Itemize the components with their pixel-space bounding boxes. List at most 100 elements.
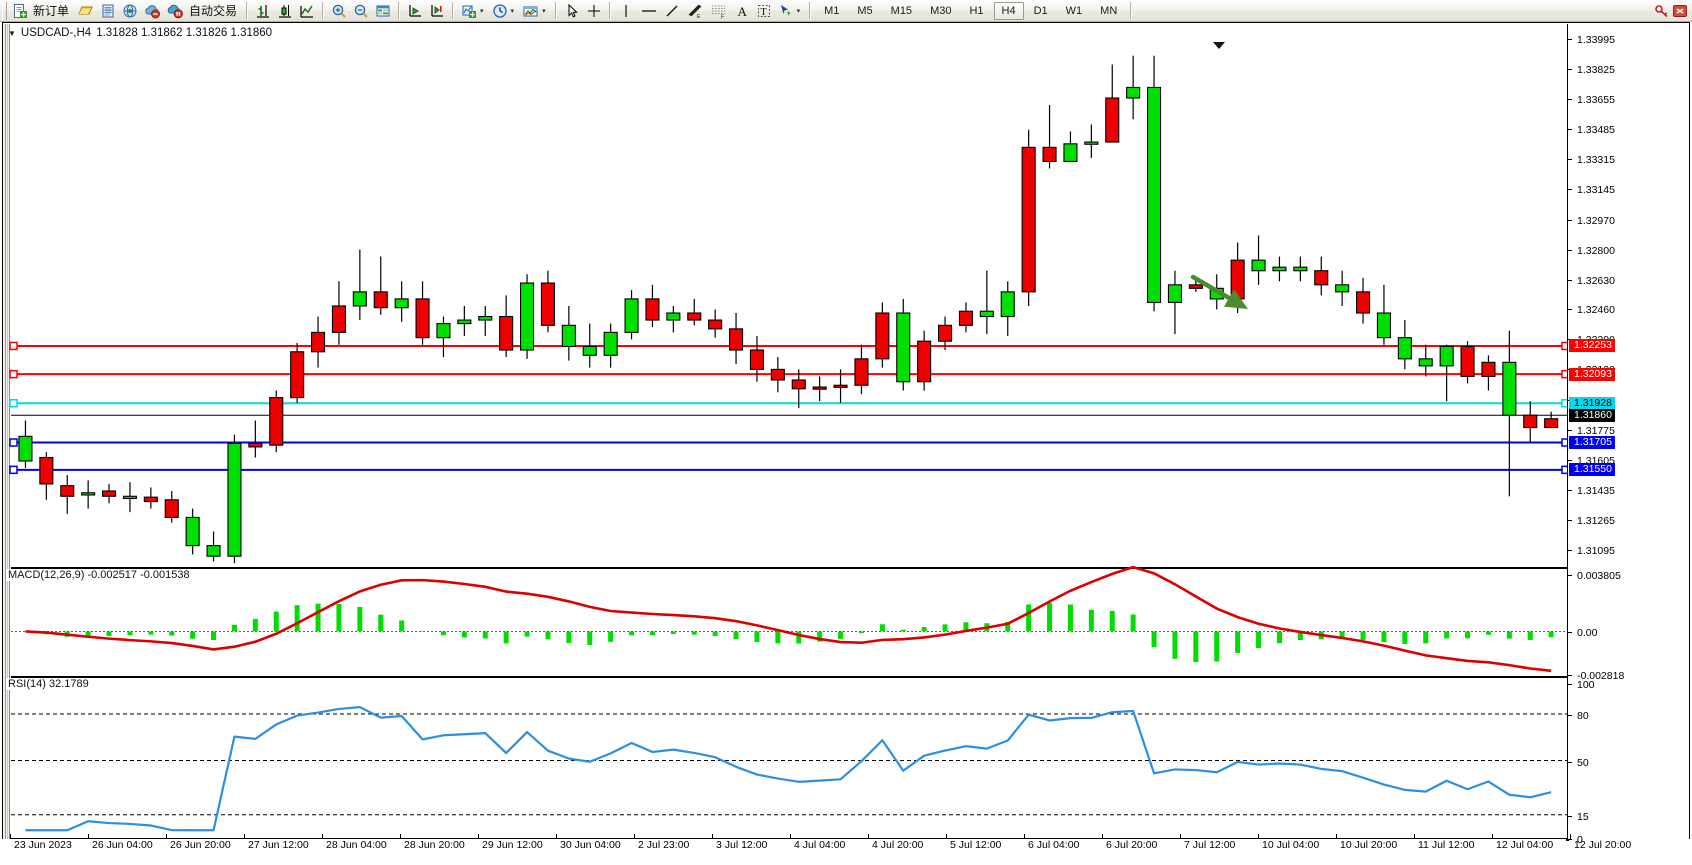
chart-grid-button[interactable] [372, 1, 394, 21]
new-order-button[interactable]: 新订单 [9, 1, 74, 21]
market-watch-button[interactable] [119, 1, 141, 21]
down-arrow-annotation [1190, 274, 1248, 309]
trendline-icon [664, 3, 680, 19]
candle [60, 475, 75, 514]
candle [1335, 270, 1350, 306]
bar-chart-icon [255, 3, 271, 19]
candle [624, 290, 639, 340]
time-tick: 6 Jul 04:00 [1024, 834, 1079, 851]
auto-trading-icon [167, 3, 184, 19]
svg-text:E: E [697, 14, 701, 19]
chart-left-rail[interactable] [3, 24, 10, 839]
candle [1376, 284, 1391, 345]
price-tick: 1.33825 [1568, 64, 1690, 76]
price-level-chip-support-1[interactable]: 1.31705 [1569, 436, 1615, 450]
macd-plot [11, 565, 1568, 673]
price-level-chip-resistance-2[interactable]: 1.32093 [1569, 367, 1615, 381]
symbol-header: ▼ USDCAD-,H4 1.31828 1.31862 1.31826 1.3… [8, 27, 272, 39]
chart-canvas-border: ▼ USDCAD-,H4 1.31828 1.31862 1.31826 1.3… [2, 22, 1690, 846]
chevron-down-icon[interactable]: ▾ [480, 7, 484, 15]
terminal-icon [100, 3, 116, 19]
timeframe-d1[interactable]: D1 [1033, 4, 1048, 17]
candle [373, 256, 388, 315]
fibonacci-retracement-button[interactable]: F [707, 1, 731, 21]
macd-tick: 0.00 [1568, 627, 1690, 639]
indicators-button[interactable]: ▾ [458, 1, 489, 21]
candle [1439, 344, 1454, 402]
profiles-button[interactable] [74, 1, 97, 21]
candle [1356, 277, 1371, 324]
text-button[interactable]: A [731, 1, 753, 21]
time-axis[interactable]: 23 Jun 2023 26 Jun 04:00 26 Jun 20:00 27 Ju… [8, 834, 1631, 865]
close-chart-button[interactable] [1672, 3, 1688, 19]
svg-text:F: F [721, 14, 724, 19]
timeframe-m15[interactable]: M15 [890, 4, 913, 17]
text-label-button[interactable]: T [753, 1, 775, 21]
terminal-button[interactable] [97, 1, 119, 21]
price-pane[interactable] [9, 24, 1570, 565]
price-tick: 1.32800 [1568, 245, 1690, 257]
zoom-in-button[interactable] [328, 1, 350, 21]
auto-trading-button[interactable]: 自动交易 [164, 1, 242, 21]
zoom-out-button[interactable] [350, 1, 372, 21]
chart-shift-button[interactable] [426, 1, 448, 21]
price-level-chip-resistance-1[interactable]: 1.32253 [1569, 339, 1615, 353]
trendline-button[interactable] [661, 1, 683, 21]
candle [457, 305, 472, 336]
candle [958, 302, 974, 333]
timeframe-m5[interactable]: M5 [857, 4, 873, 17]
price-axis[interactable]: 1.33995 1.33825 1.33655 1.33485 1.33315 1.331… [1567, 24, 1690, 846]
chevron-down-icon[interactable]: ▾ [542, 7, 546, 15]
price-level-chip-last-price[interactable]: 1.31860 [1569, 408, 1615, 422]
rsi-pane[interactable] [11, 683, 1568, 838]
chevron-down-icon[interactable]: ▾ [796, 7, 801, 15]
time-tick: 27 Jun 12:00 [244, 834, 309, 851]
candle [854, 344, 869, 395]
candle [122, 482, 137, 513]
candle [1251, 235, 1266, 285]
price-level-chip-support-2[interactable]: 1.31550 [1569, 463, 1615, 477]
rsi-tick: 100 [1568, 679, 1690, 691]
candle [81, 480, 96, 509]
rsi-tick: 15 [1568, 811, 1690, 823]
text-a-icon: A [734, 3, 750, 19]
timeframe-w1[interactable]: W1 [1065, 4, 1083, 17]
periodicity-button[interactable]: ▾ [489, 1, 520, 21]
key-icon[interactable] [1654, 3, 1670, 19]
chart-menu-caret-icon[interactable]: ▼ [8, 28, 16, 38]
candle [561, 305, 576, 361]
timeframe-m30[interactable]: M30 [930, 4, 952, 17]
arrows-button[interactable]: ▾ [775, 1, 806, 21]
timeframe-h1[interactable]: H1 [969, 4, 984, 17]
equidistant-channel-button[interactable]: E [683, 1, 707, 21]
timeframe-h4[interactable]: H4 [993, 1, 1024, 20]
toolbar-separator-6 [608, 2, 611, 19]
timeframe-mn[interactable]: MN [1100, 4, 1118, 17]
price-level-chip-cyan-level[interactable]: 1.31928 [1569, 396, 1615, 410]
price-tick: 1.32970 [1568, 215, 1690, 227]
vertical-line-button[interactable] [615, 1, 637, 21]
timeframe-m1[interactable]: M1 [824, 4, 840, 17]
crosshair-button[interactable] [583, 1, 605, 21]
bar-chart-button[interactable] [252, 1, 274, 21]
line-chart-button[interactable] [296, 1, 318, 21]
chevron-down-icon[interactable]: ▾ [510, 7, 515, 15]
price-tick: 1.31775 [1568, 425, 1690, 437]
strategy-tester-button[interactable] [141, 1, 164, 21]
candle [833, 369, 848, 403]
macd-pane[interactable] [11, 565, 1568, 674]
time-tick: 3 Jul 12:00 [712, 834, 767, 851]
auto-scroll-button[interactable] [404, 1, 426, 21]
channel-icon: E [686, 3, 704, 19]
toolbar-gripper-1[interactable] [2, 1, 7, 20]
horizontal-line-button[interactable] [637, 1, 661, 21]
svg-text:T: T [760, 7, 766, 18]
pointer-icon [564, 3, 580, 19]
toolbar-separator-4 [452, 2, 455, 19]
time-tick: 28 Jun 20:00 [400, 834, 465, 851]
cursor-button[interactable] [561, 1, 583, 21]
rsi-tick: 50 [1568, 757, 1690, 769]
templates-button[interactable]: ▾ [519, 1, 551, 21]
candlestick-chart-button[interactable] [274, 1, 296, 21]
candle [1502, 330, 1517, 497]
